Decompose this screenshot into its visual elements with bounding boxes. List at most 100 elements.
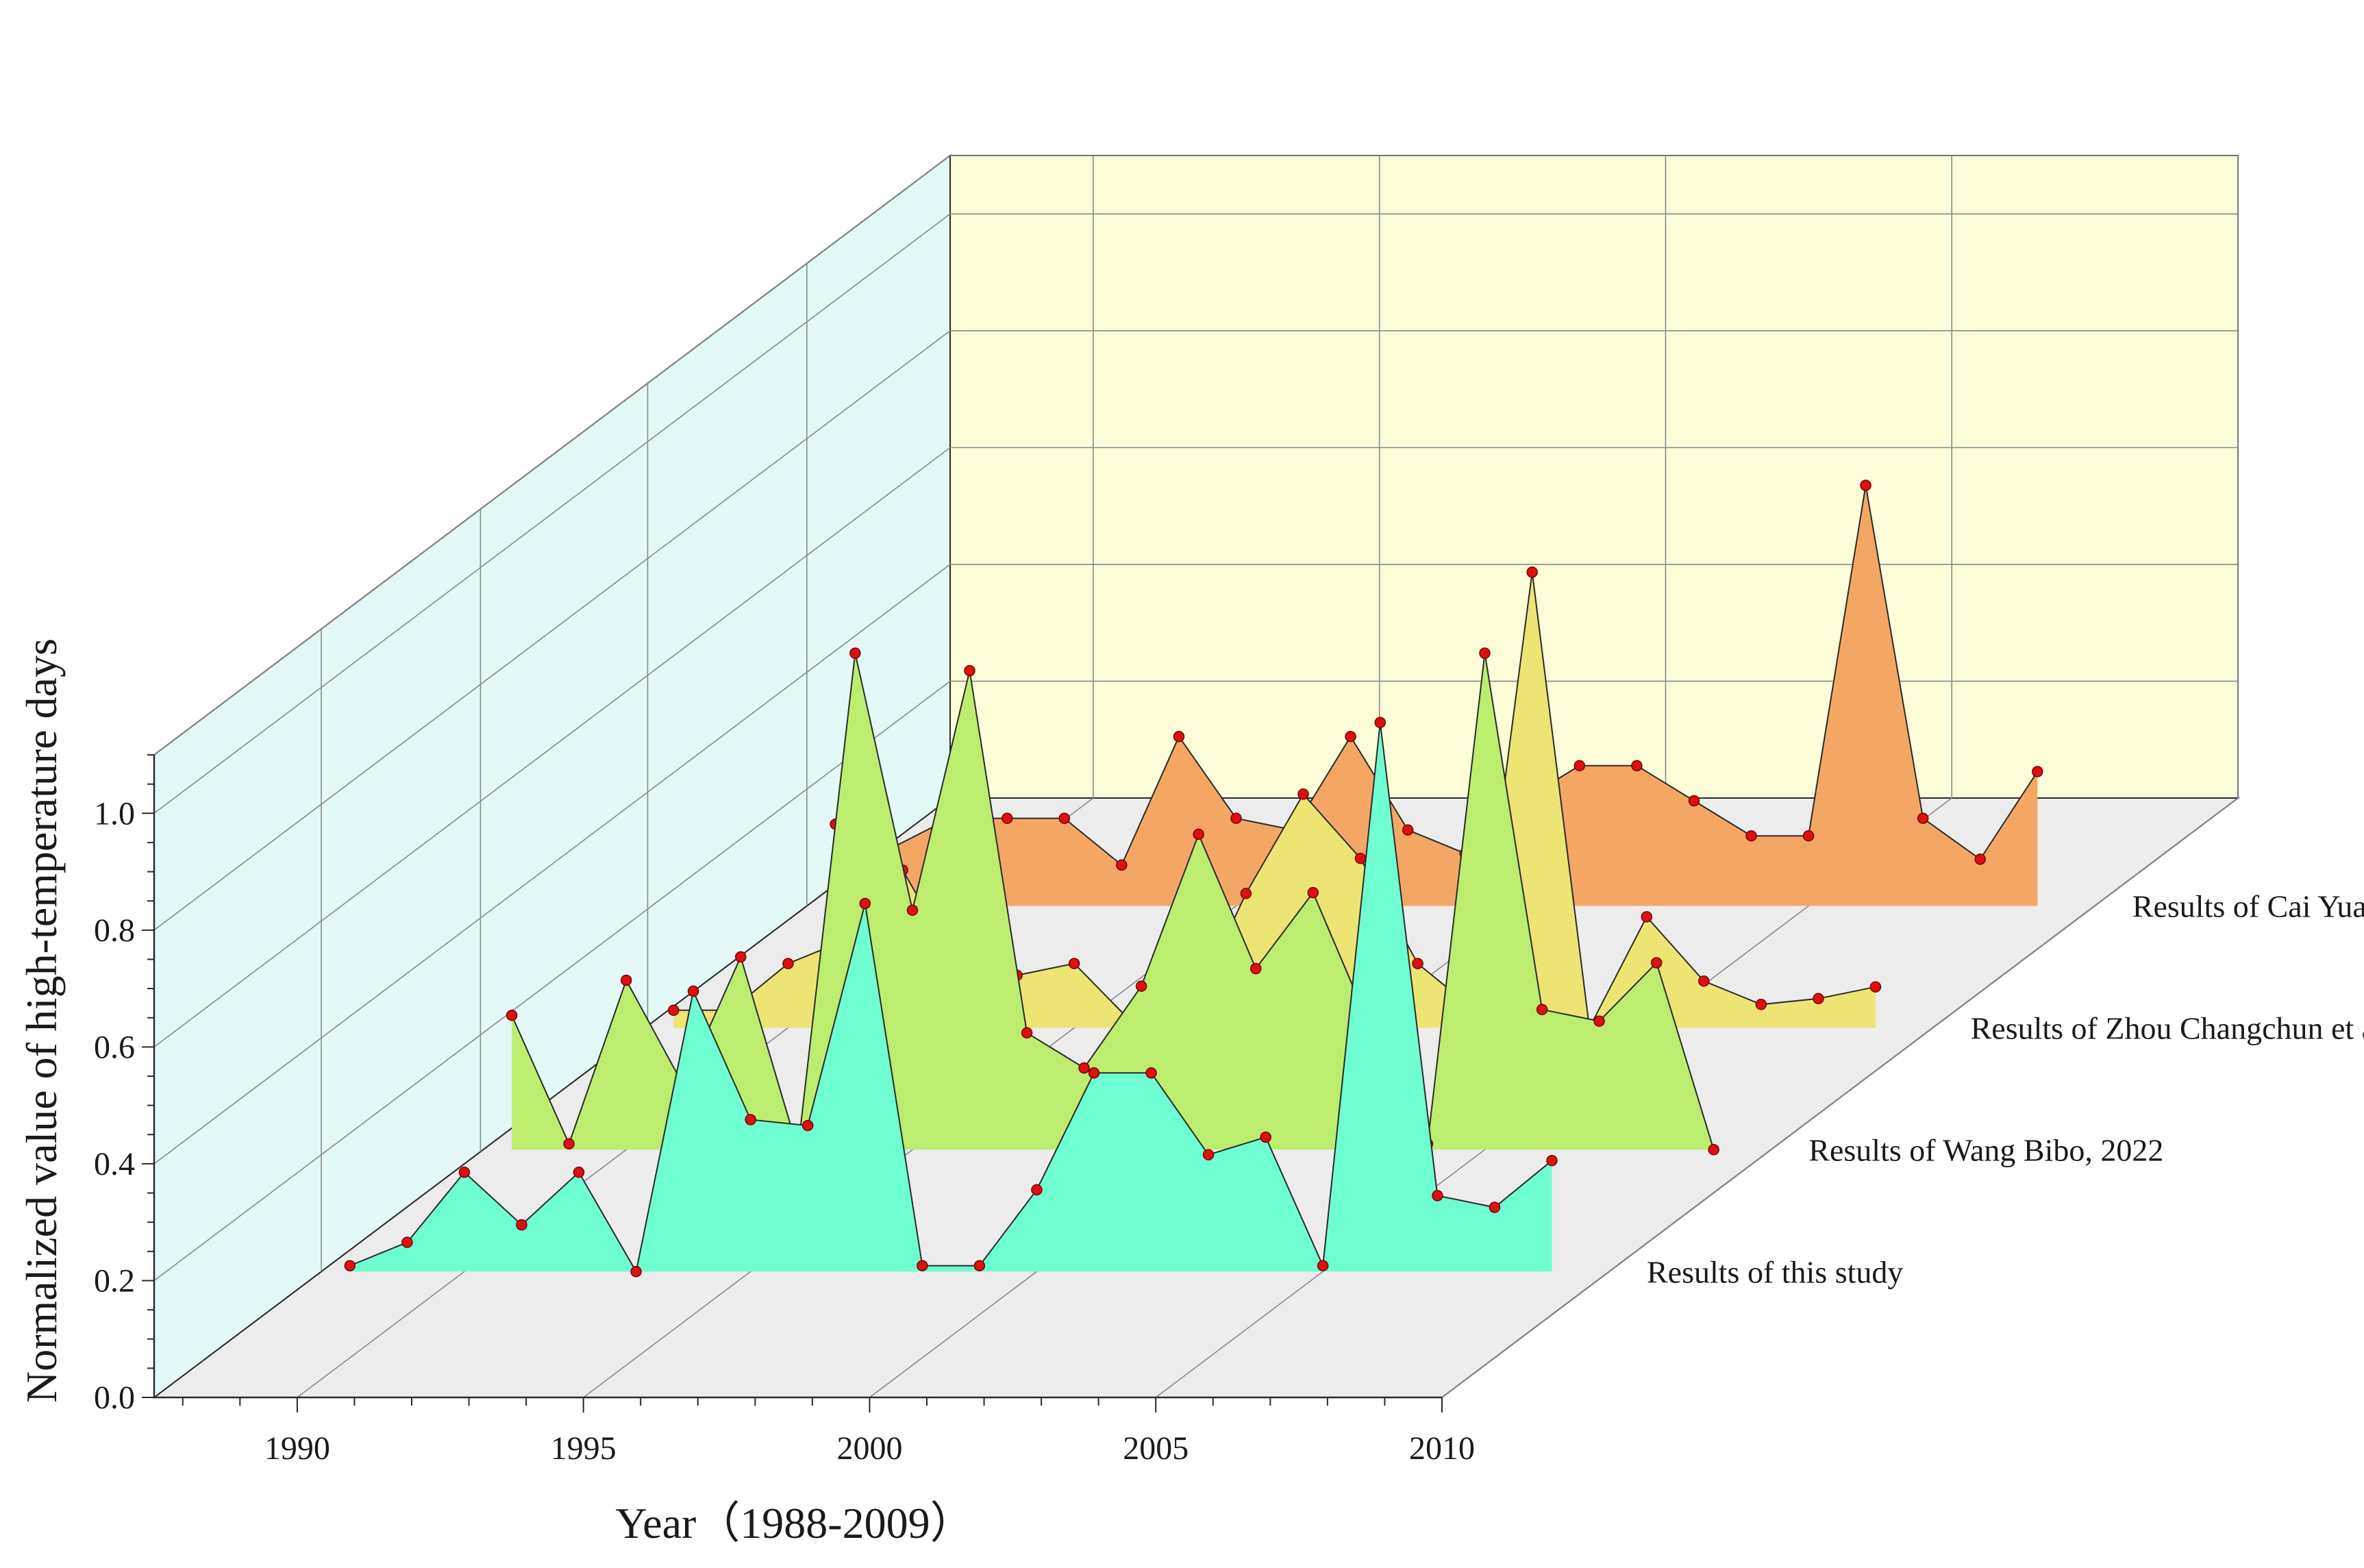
data-point bbox=[630, 1266, 642, 1278]
data-point bbox=[801, 1119, 814, 1132]
data-point bbox=[1593, 1015, 1605, 1027]
data-point bbox=[1402, 824, 1414, 836]
back-wall bbox=[949, 155, 2239, 799]
data-point bbox=[1974, 854, 1986, 865]
data-point bbox=[516, 1219, 527, 1231]
data-point bbox=[1573, 760, 1586, 772]
data-point bbox=[782, 958, 794, 969]
data-point bbox=[1230, 812, 1242, 824]
x-tick-label: 2000 bbox=[836, 1430, 902, 1467]
side-wall-gridline bbox=[153, 447, 951, 1048]
data-point bbox=[563, 1138, 575, 1150]
data-point bbox=[1307, 886, 1319, 899]
y-tick-label: 0.4 bbox=[94, 1146, 135, 1182]
data-point bbox=[1536, 1004, 1548, 1015]
y-tick-label: 0.2 bbox=[94, 1262, 135, 1299]
data-point bbox=[849, 647, 861, 659]
data-point bbox=[344, 1260, 356, 1271]
data-point bbox=[1546, 1154, 1558, 1167]
data-point bbox=[1031, 1184, 1043, 1196]
data-point bbox=[1297, 788, 1309, 800]
data-point bbox=[1116, 859, 1128, 871]
data-point bbox=[1068, 958, 1080, 969]
data-point bbox=[917, 1260, 928, 1271]
series-line bbox=[835, 485, 2039, 867]
data-point bbox=[1240, 888, 1252, 899]
data-point bbox=[1088, 1067, 1100, 1079]
data-point bbox=[620, 974, 632, 986]
data-point bbox=[1173, 730, 1185, 743]
series-line bbox=[349, 722, 1553, 1274]
series-label: Results of Wang Bibo, 2022 bbox=[1808, 1132, 2163, 1167]
side-wall-gridline bbox=[153, 564, 951, 1165]
y-tick-label: 1.0 bbox=[94, 795, 135, 832]
series-area bbox=[349, 722, 1552, 1272]
data-point bbox=[964, 664, 975, 677]
data-point bbox=[1078, 1062, 1090, 1074]
floor-gridline bbox=[1441, 797, 2239, 1398]
data-point bbox=[1688, 795, 1700, 807]
side-wall-gridline bbox=[153, 155, 951, 756]
data-point bbox=[1755, 999, 1767, 1010]
data-point bbox=[668, 1004, 680, 1017]
axis-layer: 0.0 0.2 0.4 0.6 0.8 1.0 1990 1995 2000 2005 2010 bbox=[94, 754, 1475, 1467]
series-label: Results of Cai Yuangang et al., 2018 bbox=[2132, 889, 2364, 924]
data-point bbox=[1135, 980, 1147, 992]
data-point bbox=[1432, 1190, 1443, 1202]
data-point bbox=[1745, 830, 1757, 842]
data-point bbox=[745, 1114, 756, 1125]
y-tick-label: 0.0 bbox=[94, 1380, 135, 1416]
data-point bbox=[1813, 993, 1824, 1005]
data-point bbox=[1917, 812, 1929, 824]
data-point bbox=[1145, 1067, 1157, 1079]
data-point bbox=[973, 1260, 986, 1271]
data-point bbox=[1708, 1144, 1719, 1156]
data-point bbox=[506, 1009, 518, 1021]
side-wall-gridline bbox=[153, 330, 951, 931]
data-point bbox=[2032, 766, 2043, 777]
data-point bbox=[1317, 1260, 1329, 1271]
data-point bbox=[1001, 812, 1013, 824]
data-point bbox=[1374, 717, 1386, 728]
x-tick-label: 2010 bbox=[1409, 1430, 1475, 1467]
x-tick-label: 1995 bbox=[551, 1430, 617, 1467]
x-tick-label: 1990 bbox=[264, 1430, 330, 1467]
data-point bbox=[1489, 1202, 1501, 1213]
y-tick-label: 0.6 bbox=[94, 1029, 135, 1065]
data-point bbox=[1260, 1131, 1271, 1143]
data-point bbox=[1802, 830, 1815, 842]
data-point bbox=[1058, 812, 1071, 824]
data-point bbox=[458, 1167, 471, 1178]
series-label: Results of Zhou Changchun et al., 2014 bbox=[1971, 1010, 2364, 1045]
data-point bbox=[1354, 852, 1367, 864]
data-point bbox=[735, 951, 747, 963]
side-wall-gridline bbox=[153, 213, 951, 814]
series-layer: Results of Cai Yuangang et al., 2018 Resu… bbox=[344, 480, 2364, 1289]
data-point bbox=[1650, 957, 1663, 969]
data-point bbox=[1526, 567, 1538, 578]
series-area bbox=[673, 572, 1876, 1028]
data-point bbox=[1641, 911, 1653, 923]
side-wall-gridline bbox=[153, 680, 951, 1282]
data-point bbox=[687, 985, 699, 997]
data-point bbox=[1631, 760, 1643, 772]
y-tick-label: 0.8 bbox=[94, 912, 135, 949]
data-point bbox=[573, 1167, 585, 1178]
data-point bbox=[1345, 730, 1356, 743]
series-label: Results of this study bbox=[1647, 1254, 1903, 1289]
data-point bbox=[1250, 962, 1262, 975]
x-axis-title: Year（1988-2009） bbox=[615, 1499, 973, 1547]
series-line bbox=[511, 653, 1715, 1150]
data-point bbox=[1412, 958, 1423, 969]
data-point bbox=[1698, 975, 1710, 987]
data-point bbox=[906, 904, 919, 916]
x-tick-label: 2005 bbox=[1123, 1430, 1189, 1467]
data-point bbox=[1860, 480, 1871, 491]
data-point bbox=[1021, 1027, 1033, 1039]
data-point bbox=[1202, 1149, 1215, 1160]
data-point bbox=[1193, 828, 1204, 841]
series-1: Results of this study bbox=[344, 717, 1903, 1289]
data-point bbox=[859, 897, 871, 910]
